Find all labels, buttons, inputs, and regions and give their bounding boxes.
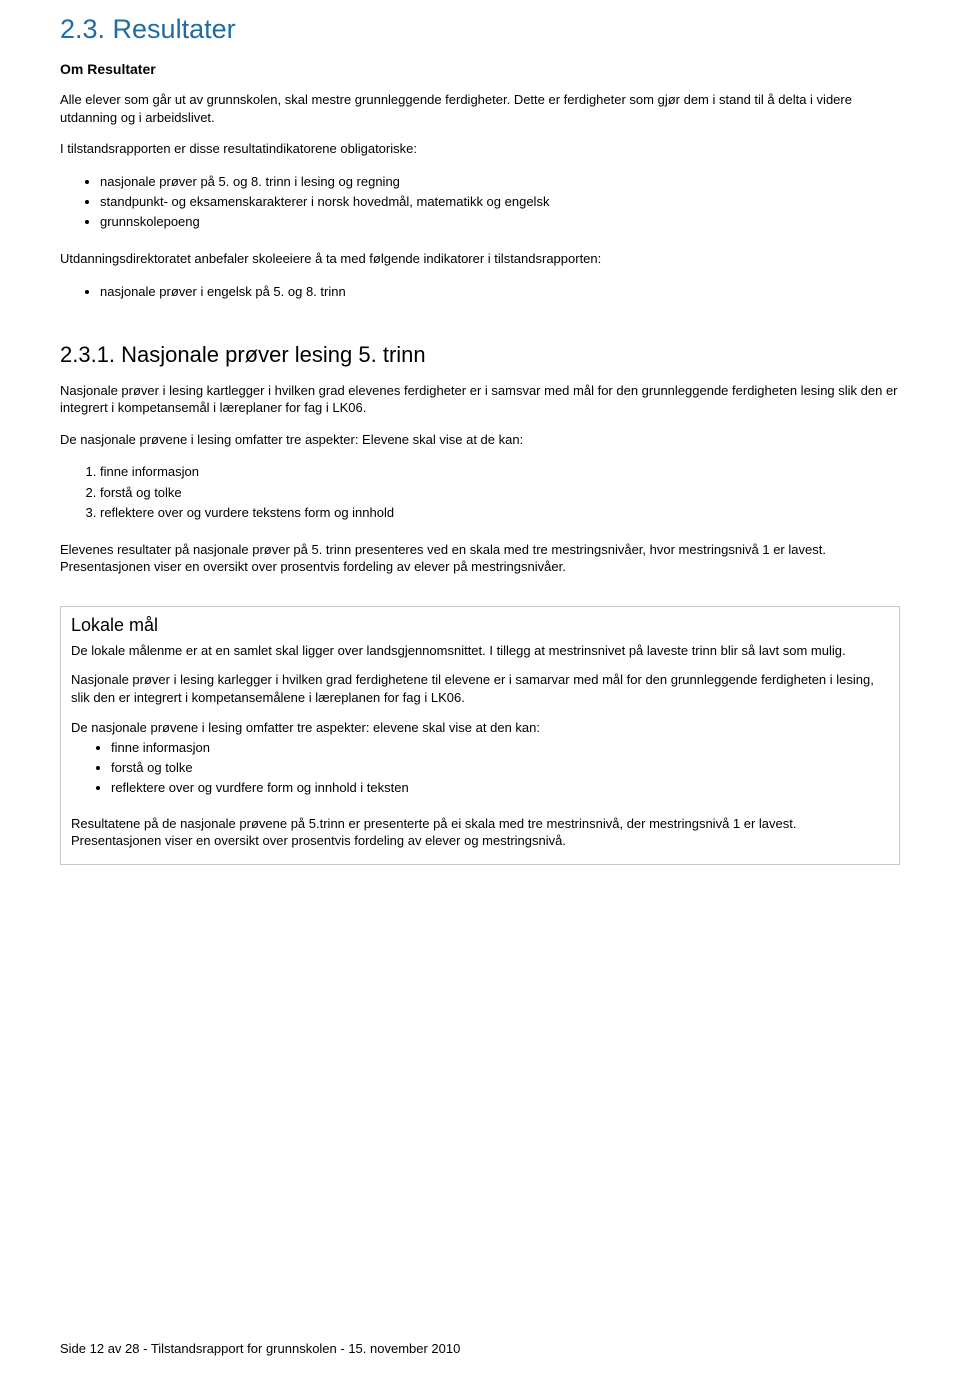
list-item: forstå og tolke	[111, 758, 889, 778]
list-item: nasjonale prøver i engelsk på 5. og 8. t…	[100, 282, 900, 302]
paragraph: Resultatene på de nasjonale prøvene på 5…	[71, 815, 889, 850]
list-item: forstå og tolke	[100, 483, 900, 503]
paragraph: Nasjonale prøver i lesing kartlegger i h…	[60, 382, 900, 417]
list-item: finne informasjon	[111, 738, 889, 758]
list-item: grunnskolepoeng	[100, 212, 900, 232]
paragraph: De nasjonale prøvene i lesing omfatter t…	[71, 719, 889, 737]
list-item: nasjonale prøver på 5. og 8. trinn i les…	[100, 172, 900, 192]
bullet-list: finne informasjon forstå og tolke reflek…	[111, 738, 889, 798]
paragraph: Elevenes resultater på nasjonale prøver …	[60, 541, 900, 576]
section-subheading: Om Resultater	[60, 61, 900, 77]
numbered-list: finne informasjon forstå og tolke reflek…	[100, 462, 900, 522]
paragraph: I tilstandsrapporten er disse resultatin…	[60, 140, 900, 158]
bullet-list: nasjonale prøver i engelsk på 5. og 8. t…	[100, 282, 900, 302]
page-footer: Side 12 av 28 - Tilstandsrapport for gru…	[60, 1341, 460, 1356]
list-item: reflektere over og vurdere tekstens form…	[100, 503, 900, 523]
paragraph: De lokale målenme er at en samlet skal l…	[71, 642, 889, 660]
paragraph: De nasjonale prøvene i lesing omfatter t…	[60, 431, 900, 449]
bullet-list: nasjonale prøver på 5. og 8. trinn i les…	[100, 172, 900, 232]
subsection-heading: 2.3.1. Nasjonale prøver lesing 5. trinn	[60, 342, 900, 368]
box-heading: Lokale mål	[71, 615, 889, 636]
list-item: reflektere over og vurdfere form og innh…	[111, 778, 889, 798]
paragraph: Nasjonale prøver i lesing karlegger i hv…	[71, 671, 889, 706]
paragraph: Utdanningsdirektoratet anbefaler skoleei…	[60, 250, 900, 268]
list-item: standpunkt- og eksamenskarakterer i nors…	[100, 192, 900, 212]
section-heading: 2.3. Resultater	[60, 14, 900, 45]
paragraph: Alle elever som går ut av grunnskolen, s…	[60, 91, 900, 126]
list-item: finne informasjon	[100, 462, 900, 482]
local-goals-box: Lokale mål De lokale målenme er at en sa…	[60, 606, 900, 865]
